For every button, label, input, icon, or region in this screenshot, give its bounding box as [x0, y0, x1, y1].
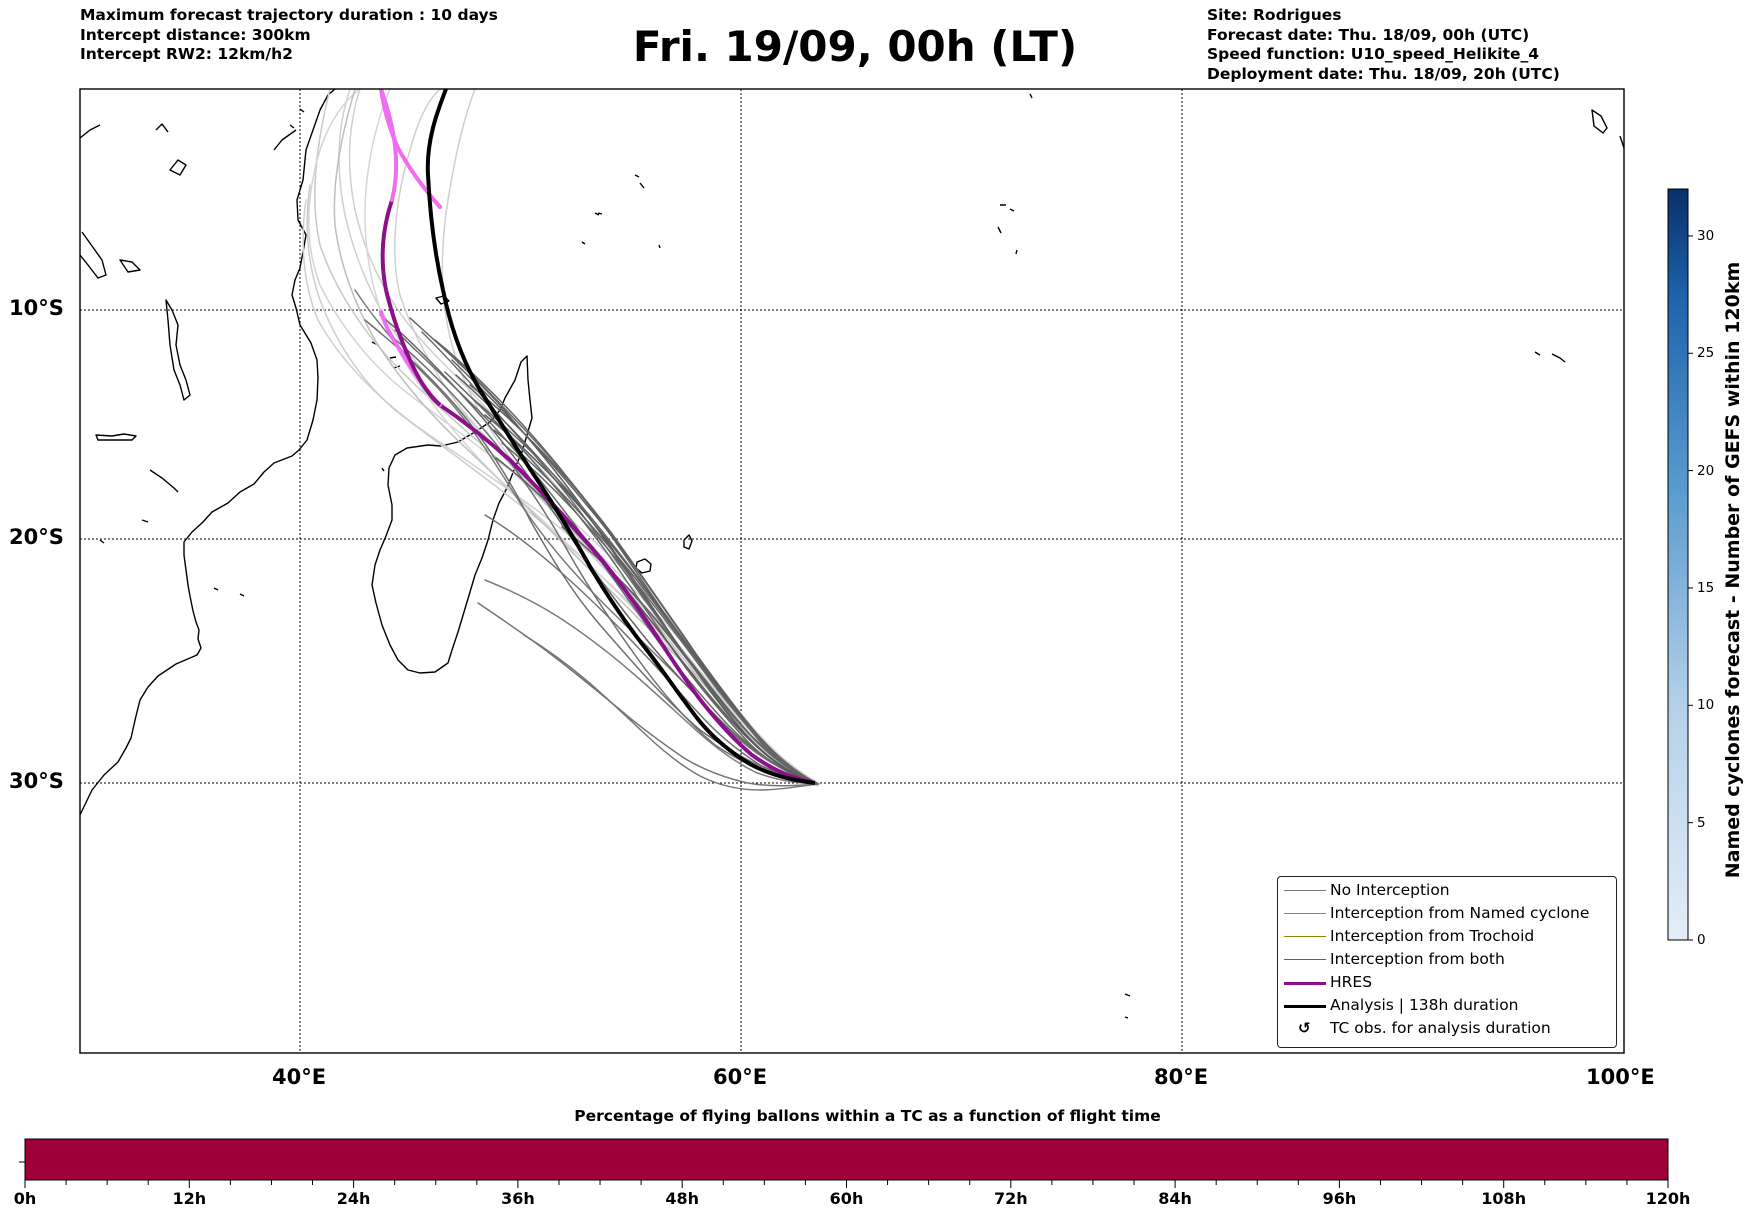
kenya-coast-islands — [273, 108, 305, 151]
legend-swatch — [1284, 982, 1326, 985]
legend-label: TC obs. for analysis duration — [1330, 1019, 1551, 1037]
hres-trajectory — [438, 403, 813, 784]
trajectory — [364, 89, 819, 785]
hres-trajectory-pink — [379, 89, 399, 202]
bottom-bar-tick-label: 60h — [829, 1189, 864, 1208]
colorbar-tick-label: 10 — [1697, 697, 1715, 714]
map-gridlines — [80, 89, 1624, 1053]
trajectory — [389, 334, 819, 785]
analysis-track — [441, 289, 816, 785]
legend-item-named-cyclone: Interception from Named cyclone — [1278, 903, 1616, 925]
coastlines — [80, 89, 1624, 1019]
legend-swatch — [1284, 959, 1326, 960]
site-text: Site: Rodrigues — [1207, 6, 1342, 24]
africa-coastline — [80, 89, 336, 816]
colorbar — [1667, 188, 1689, 941]
colorbar-tick-label: 25 — [1697, 345, 1715, 362]
hres-trajectory-north — [384, 289, 442, 407]
trajectory — [354, 289, 819, 785]
colorbar-tick-label: 0 — [1697, 932, 1706, 948]
trajectory — [484, 579, 819, 785]
lat-label-10s: 10°S — [9, 296, 64, 320]
legend-swatch — [1284, 1005, 1326, 1008]
legend-item-no-interception: No Interception — [1278, 880, 1616, 902]
legend-label: Interception from both — [1330, 950, 1505, 968]
trajectory — [302, 199, 813, 785]
colorbar-tick-label: 5 — [1697, 814, 1706, 831]
aldabra-island — [435, 295, 450, 305]
trajectory — [501, 442, 819, 785]
bottom-bar-tick-label: 96h — [1322, 1189, 1357, 1208]
bottom-percentage-bar — [24, 1138, 1669, 1181]
deployment-date-text: Deployment date: Thu. 18/09, 20h (UTC) — [1207, 64, 1560, 83]
mauritius-coastline — [683, 534, 693, 550]
hres-trajectory-mid — [380, 199, 394, 291]
trajectory — [338, 89, 819, 787]
bottom-bar-tick-label: 24h — [336, 1189, 371, 1208]
legend-label: Analysis | 138h duration — [1330, 996, 1519, 1014]
trajectory — [394, 329, 819, 785]
bottom-bar-tick-label: 84h — [1158, 1189, 1192, 1208]
trajectory — [591, 552, 819, 785]
bottom-bar-title: Percentage of flying ballons within a TC… — [574, 1107, 1161, 1125]
legend: No Interception Interception from Named … — [1277, 876, 1617, 1048]
bottom-bar-tick-label: 108h — [1481, 1189, 1527, 1208]
bottom-bar-tick-label: 120h — [1645, 1189, 1691, 1208]
ensemble-trajectories — [302, 89, 821, 791]
legend-item-both: Interception from both — [1278, 949, 1616, 971]
speed-function-text: Speed function: U10_speed_Helikite_4 — [1207, 45, 1540, 63]
legend-swatch — [1284, 936, 1326, 937]
site-info: Site: Rodrigues Forecast date: Thu. 18/0… — [1207, 6, 1560, 84]
chagos-islands — [997, 204, 1018, 255]
bottom-bar-tick-label: 48h — [665, 1189, 700, 1208]
tc-obs-icon: ↺ — [1298, 1019, 1311, 1037]
colorbar-label: Named cyclones forecast - Number of GEFS… — [1722, 261, 1744, 879]
legend-item-analysis: Analysis | 138h duration — [1278, 995, 1616, 1017]
max-duration-text: Maximum forecast trajectory duration : 1… — [80, 6, 498, 24]
northwest-coast — [80, 123, 385, 597]
trajectory — [364, 319, 819, 785]
maldives-islands — [1029, 93, 1033, 99]
seychelles-islands — [581, 174, 661, 249]
legend-item-trochoid: Interception from Trochoid — [1278, 926, 1616, 948]
sri-lanka-coastline — [1591, 109, 1624, 149]
comoros-islands — [371, 341, 411, 369]
legend-label: HRES — [1330, 973, 1373, 991]
bottom-bar-tick-label: 36h — [501, 1189, 535, 1208]
legend-label: Interception from Trochoid — [1330, 927, 1535, 945]
colorbar-tick-label: 20 — [1697, 462, 1715, 479]
forecast-date-text: Forecast date: Thu. 18/09, 00h (UTC) — [1207, 25, 1530, 44]
colorbar-tick-label: 30 — [1697, 227, 1715, 244]
bottom-bar-tick-label: 0h — [13, 1189, 37, 1208]
trajectory — [308, 89, 815, 785]
lon-label-40: 40°E — [272, 1065, 327, 1089]
lon-label-100: 100°E — [1586, 1065, 1655, 1089]
lon-label-60: 60°E — [713, 1065, 768, 1089]
colorbar-tick-label: 15 — [1697, 579, 1715, 596]
forecast-info: Maximum forecast trajectory duration : 1… — [80, 6, 498, 65]
trajectory — [523, 634, 819, 791]
bottom-bar-tick-label: 12h — [172, 1189, 207, 1208]
trajectory — [333, 89, 815, 785]
page-title: Fri. 19/09, 00h (LT) — [632, 22, 1078, 71]
bottom-bar-ticks — [24, 1180, 1669, 1188]
lat-label-20s: 20°S — [9, 525, 64, 549]
legend-label: No Interception — [1330, 881, 1450, 899]
bottom-bar-tick-label: 72h — [993, 1189, 1028, 1208]
intercept-distance-text: Intercept distance: 300km — [80, 25, 311, 44]
legend-label: Interception from Named cyclone — [1330, 904, 1590, 922]
analysis-track-north — [425, 89, 448, 291]
legend-item-tc-obs: ↺ TC obs. for analysis duration — [1278, 1018, 1616, 1040]
indian-ocean-islets — [1124, 351, 1566, 1019]
trajectory — [379, 314, 819, 785]
legend-item-hres: HRES — [1278, 972, 1616, 994]
lat-label-30s: 30°S — [9, 769, 64, 793]
legend-swatch — [1284, 913, 1326, 914]
map-frame — [79, 88, 1625, 1054]
intercept-rw2-text: Intercept RW2: 12km/h2 — [80, 45, 293, 63]
legend-swatch — [1284, 890, 1326, 891]
colorbar-gradient — [1667, 188, 1689, 941]
lon-label-80: 80°E — [1154, 1065, 1209, 1089]
